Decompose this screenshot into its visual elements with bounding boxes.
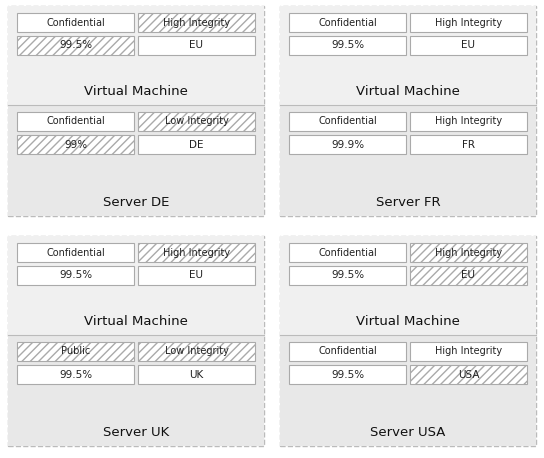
Text: Virtual Machine: Virtual Machine: [84, 85, 188, 98]
Text: Confidential: Confidential: [318, 116, 377, 126]
Bar: [17, 342, 134, 361]
Text: Low Integrity: Low Integrity: [165, 116, 228, 126]
Text: 99.5%: 99.5%: [331, 370, 364, 380]
Text: Virtual Machine: Virtual Machine: [356, 315, 460, 328]
Bar: [17, 13, 134, 32]
Text: Low Integrity: Low Integrity: [165, 347, 228, 356]
Bar: [410, 13, 527, 32]
Text: High Integrity: High Integrity: [435, 247, 502, 257]
Text: Confidential: Confidential: [318, 247, 377, 257]
Text: EU: EU: [461, 271, 475, 280]
Text: High Integrity: High Integrity: [435, 116, 502, 126]
Text: Server FR: Server FR: [376, 196, 440, 209]
Bar: [17, 266, 134, 285]
Bar: [17, 135, 134, 154]
Text: 99.5%: 99.5%: [59, 271, 92, 280]
Bar: [280, 6, 536, 216]
Bar: [289, 266, 406, 285]
Bar: [138, 135, 255, 154]
Text: EU: EU: [189, 271, 203, 280]
Text: Confidential: Confidential: [318, 347, 377, 356]
Bar: [289, 342, 406, 361]
Text: USA: USA: [458, 370, 479, 380]
Bar: [410, 112, 527, 131]
Bar: [8, 236, 264, 446]
Text: High Integrity: High Integrity: [435, 347, 502, 356]
Text: Server DE: Server DE: [103, 196, 169, 209]
Text: 99.5%: 99.5%: [59, 370, 92, 380]
Text: FR: FR: [462, 140, 475, 149]
Text: 99%: 99%: [64, 140, 87, 149]
Bar: [289, 36, 406, 55]
Bar: [280, 335, 536, 446]
Bar: [8, 105, 264, 216]
Bar: [138, 266, 255, 285]
Text: High Integrity: High Integrity: [435, 17, 502, 27]
Bar: [17, 365, 134, 384]
Bar: [410, 36, 527, 55]
Text: UK: UK: [189, 370, 203, 380]
Text: 99.5%: 99.5%: [59, 40, 92, 50]
Text: High Integrity: High Integrity: [163, 247, 230, 257]
Bar: [410, 135, 527, 154]
Bar: [8, 6, 264, 216]
Bar: [289, 13, 406, 32]
Bar: [138, 342, 255, 361]
Bar: [289, 243, 406, 262]
Bar: [17, 112, 134, 131]
Text: Server UK: Server UK: [103, 426, 169, 439]
Bar: [17, 36, 134, 55]
Bar: [8, 6, 264, 105]
Text: Confidential: Confidential: [46, 17, 105, 27]
Text: 99.9%: 99.9%: [331, 140, 364, 149]
Text: Confidential: Confidential: [46, 116, 105, 126]
Bar: [280, 236, 536, 446]
Bar: [410, 365, 527, 384]
Text: Virtual Machine: Virtual Machine: [356, 85, 460, 98]
Bar: [289, 135, 406, 154]
Bar: [280, 6, 536, 105]
Text: Server USA: Server USA: [370, 426, 446, 439]
Text: Confidential: Confidential: [318, 17, 377, 27]
Bar: [138, 36, 255, 55]
Text: EU: EU: [189, 40, 203, 50]
Bar: [17, 243, 134, 262]
Bar: [289, 112, 406, 131]
Bar: [280, 105, 536, 216]
Text: Confidential: Confidential: [46, 247, 105, 257]
Bar: [410, 342, 527, 361]
Bar: [410, 266, 527, 285]
Text: Public: Public: [61, 347, 90, 356]
Bar: [8, 335, 264, 446]
Text: High Integrity: High Integrity: [163, 17, 230, 27]
Text: DE: DE: [189, 140, 204, 149]
Bar: [280, 236, 536, 335]
Bar: [8, 236, 264, 335]
Bar: [138, 243, 255, 262]
Bar: [138, 365, 255, 384]
Bar: [138, 112, 255, 131]
Text: EU: EU: [461, 40, 475, 50]
Text: 99.5%: 99.5%: [331, 271, 364, 280]
Text: 99.5%: 99.5%: [331, 40, 364, 50]
Bar: [138, 13, 255, 32]
Bar: [410, 243, 527, 262]
Bar: [289, 365, 406, 384]
Text: Virtual Machine: Virtual Machine: [84, 315, 188, 328]
